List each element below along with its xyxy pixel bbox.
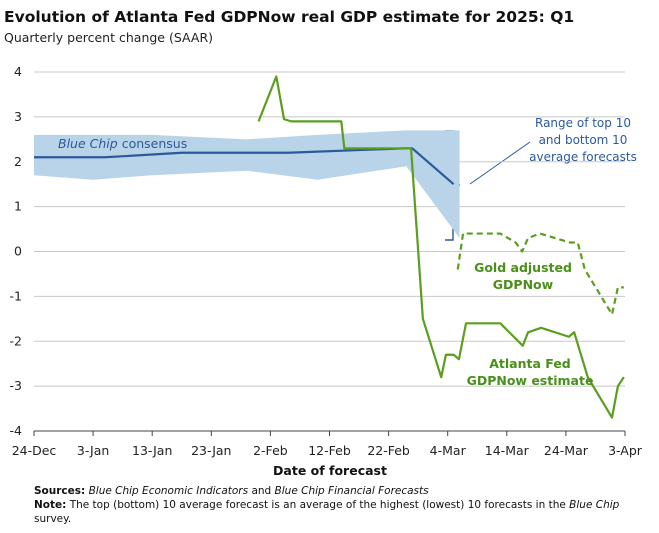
chart-title: Evolution of Atlanta Fed GDPNow real GDP… xyxy=(4,8,574,26)
chart-subtitle: Quarterly percent change (SAAR) xyxy=(4,30,213,45)
x-tick-label: 14-Mar xyxy=(485,443,530,458)
note-part: Blue Chip xyxy=(569,499,620,511)
note-part: Blue Chip Financial Forecasts xyxy=(274,485,429,497)
note: Sources: Blue Chip Economic Indicators a… xyxy=(34,484,634,498)
range-label-line: Range of top 10 xyxy=(535,116,631,130)
note-part: Sources: xyxy=(34,485,86,497)
x-tick-label: 12-Feb xyxy=(308,443,351,458)
series-label-line: GDPNow estimate xyxy=(467,373,594,388)
series-label: Atlanta Fed GDPNow estimate xyxy=(467,356,594,388)
x-axis-label: Date of forecast xyxy=(273,463,387,478)
series-label-line: GDPNow xyxy=(493,277,554,292)
range-label-line: average forecasts xyxy=(529,150,637,164)
series-line xyxy=(257,75,625,419)
range-label: Range of top 10 and bottom 10 average fore… xyxy=(529,116,637,164)
x-tick-label: 23-Jan xyxy=(191,443,231,458)
y-tick-label: -4 xyxy=(10,423,23,438)
y-tick-label: 3 xyxy=(14,109,22,124)
note: Note: The top (bottom) 10 average foreca… xyxy=(34,498,634,526)
series-label-part: consensus xyxy=(122,136,188,151)
note-part: Note: xyxy=(34,499,67,511)
series-line xyxy=(456,232,624,316)
x-tick-label: 4-Mar xyxy=(430,443,467,458)
x-tick-label: 3-Apr xyxy=(608,443,643,458)
series-line xyxy=(34,147,455,186)
x-tick-label: 24-Mar xyxy=(544,443,589,458)
y-tick-label: -2 xyxy=(10,333,22,348)
note-part: survey. xyxy=(34,513,72,525)
x-tick-label: 24-Dec xyxy=(12,443,57,458)
x-tick-label: 2-Feb xyxy=(253,443,288,458)
note-part: and xyxy=(251,485,272,497)
series-label: Gold adjusted GDPNow xyxy=(474,260,572,292)
y-tick-label: -1 xyxy=(10,288,22,303)
range-label-line: and bottom 10 xyxy=(539,133,628,147)
notes: Sources: Blue Chip Economic Indicators a… xyxy=(34,484,634,526)
chart: Evolution of Atlanta Fed GDPNow real GDP… xyxy=(4,8,643,478)
x-tick-label: 13-Jan xyxy=(132,443,172,458)
series-label-line: Gold adjusted xyxy=(474,260,572,275)
y-tick-label: 0 xyxy=(14,244,22,259)
x-tick-label: 3-Jan xyxy=(77,443,109,458)
x-tick-label: 22-Feb xyxy=(367,443,410,458)
range-connector xyxy=(469,141,531,185)
range-band xyxy=(34,130,460,239)
series-label-line: Atlanta Fed xyxy=(489,356,571,371)
y-tick-label: 2 xyxy=(14,154,22,169)
series-label: Blue Chip consensus xyxy=(58,136,187,151)
y-tick-label: 4 xyxy=(14,64,22,79)
note-part: Blue Chip Economic Indicators xyxy=(88,485,249,497)
note-part: The top (bottom) 10 average forecast is … xyxy=(69,499,566,511)
y-tick-label: -3 xyxy=(10,378,22,393)
series-label-part: Blue Chip xyxy=(58,136,118,151)
y-tick-label: 1 xyxy=(14,199,22,214)
